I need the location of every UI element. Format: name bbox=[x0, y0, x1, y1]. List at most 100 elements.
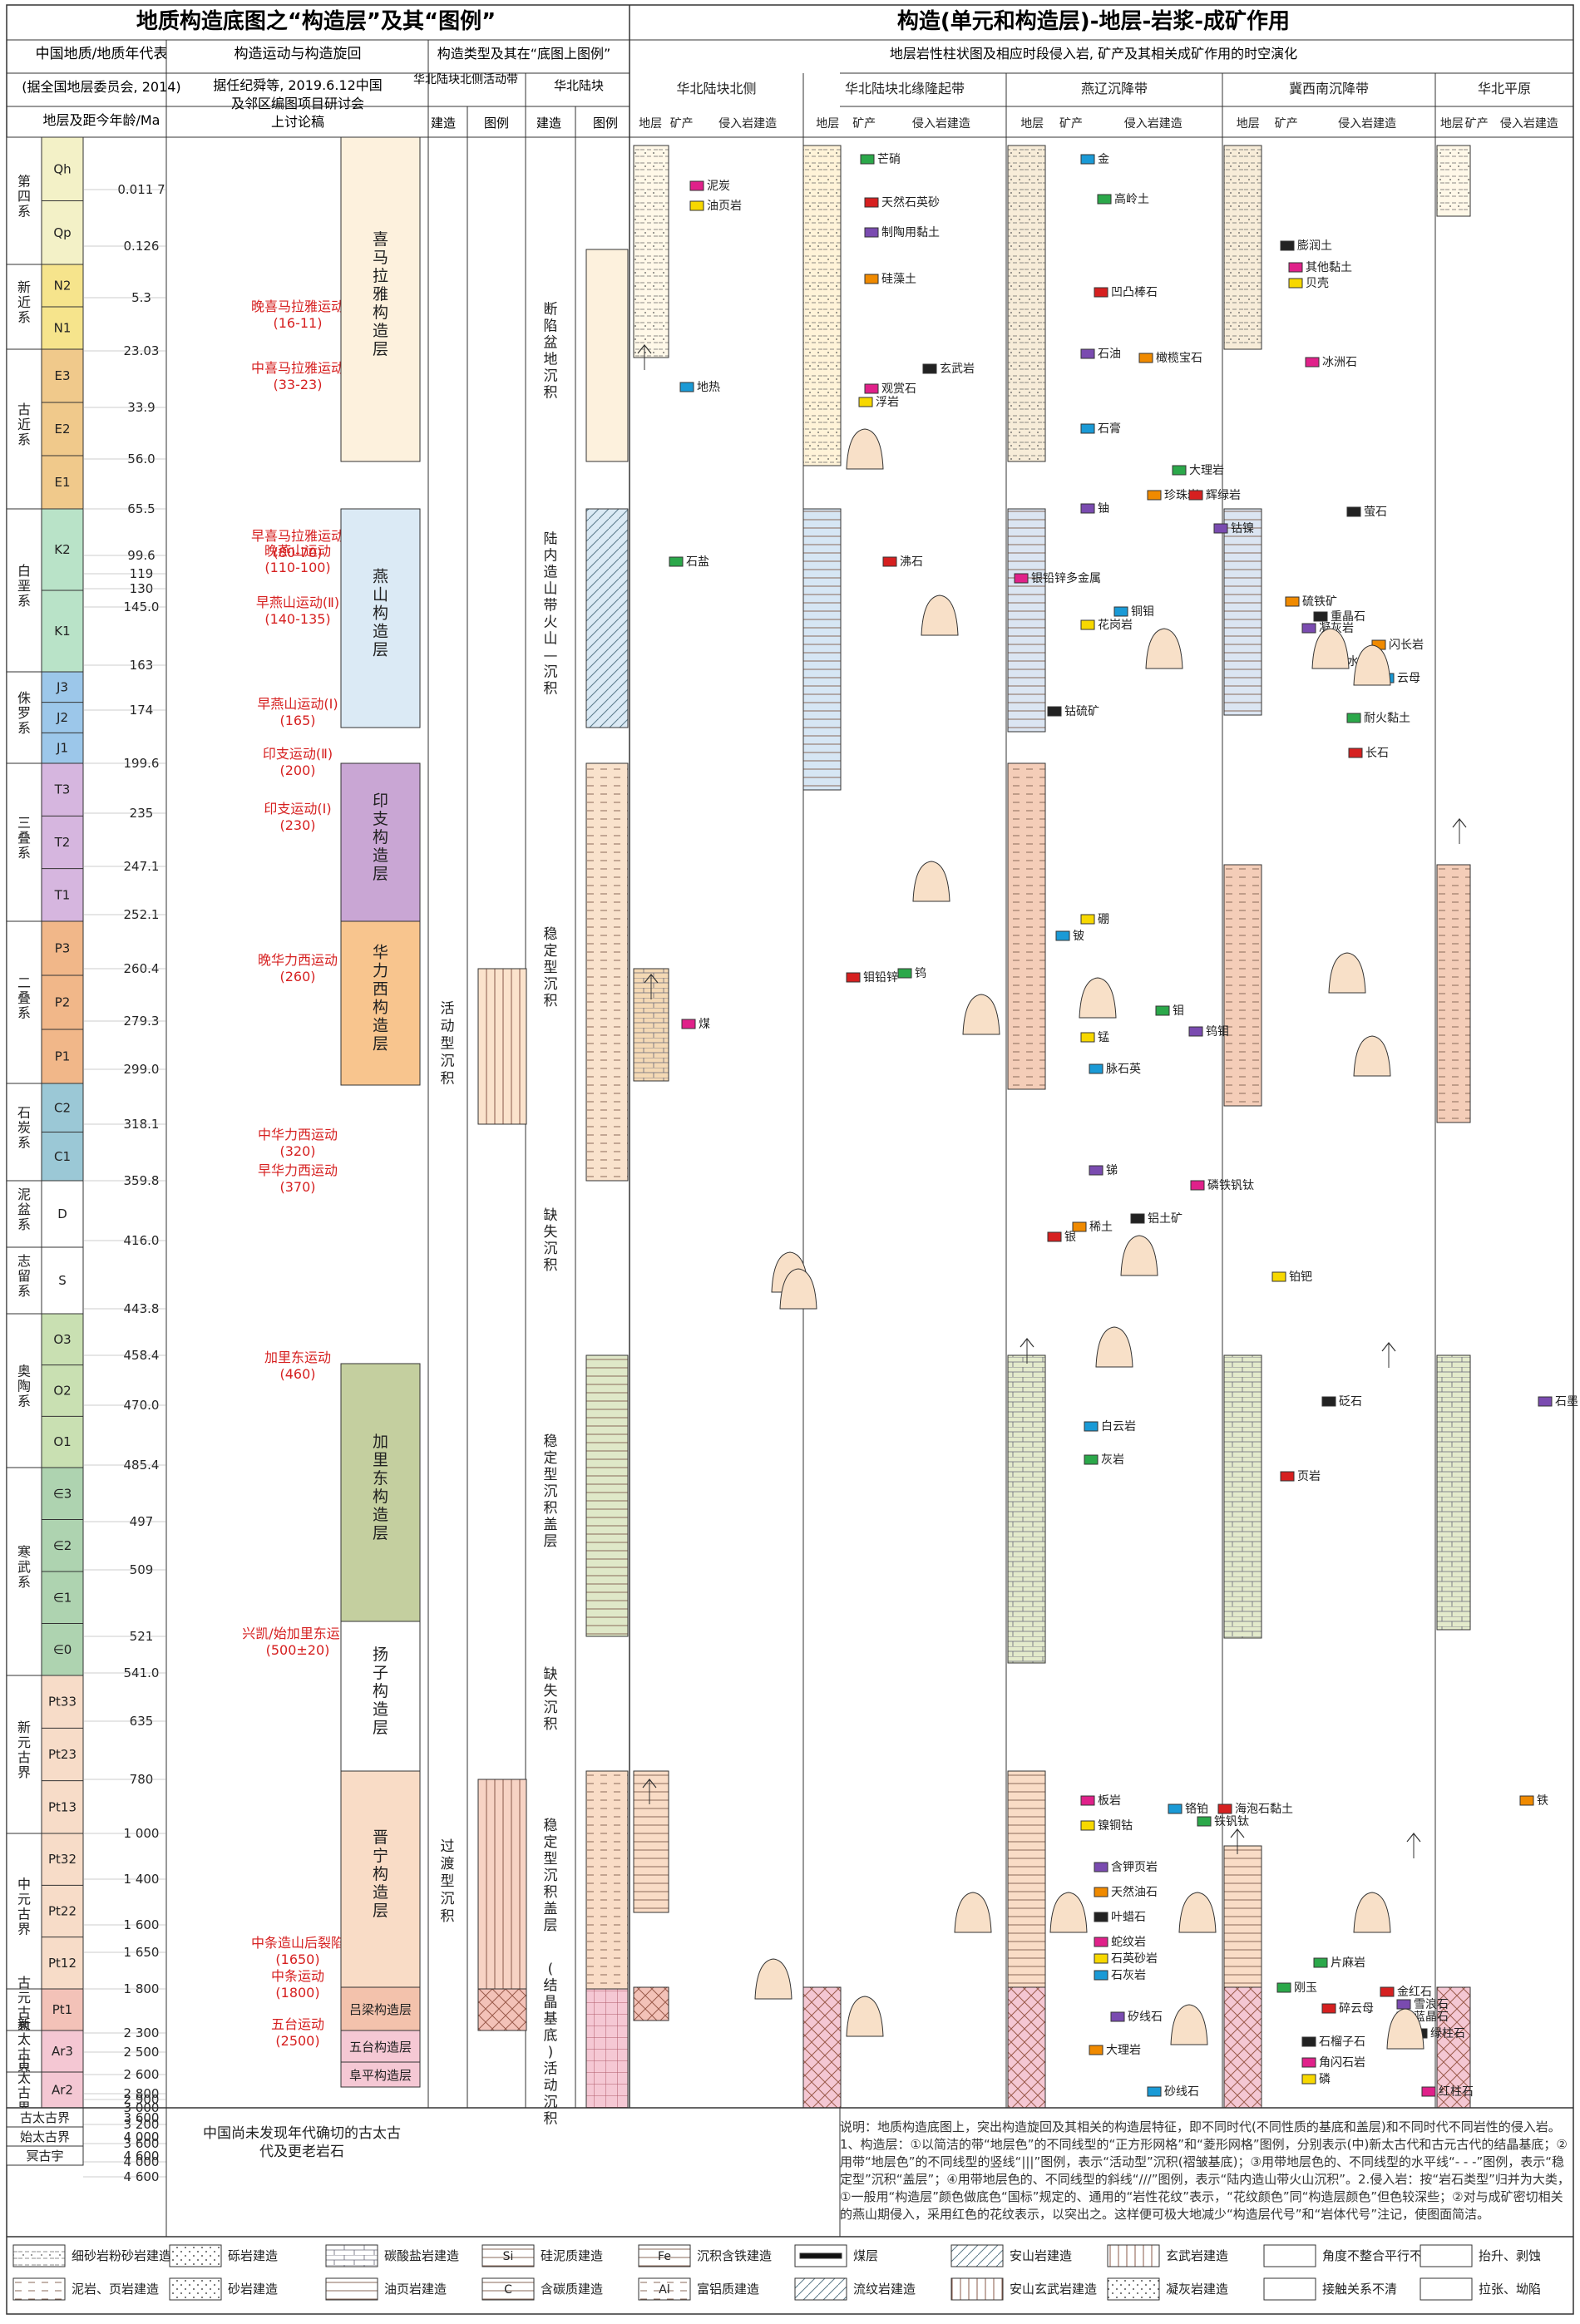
legend-label: 泥岩、页岩建造 bbox=[72, 2282, 159, 2297]
mineral-label: 页岩 bbox=[1297, 1470, 1321, 1483]
mineral-label: 钨钼 bbox=[1206, 1025, 1229, 1039]
series-band-13 bbox=[41, 1833, 84, 1990]
mineral-sq-icon bbox=[1188, 490, 1203, 501]
mineral-bar-icon bbox=[1094, 1970, 1108, 1981]
strata-column-pattern bbox=[802, 145, 842, 466]
system-cell bbox=[6, 762, 42, 922]
mineral-label: 大理岩 bbox=[1106, 2044, 1141, 2057]
unit-column-label: 地层 bbox=[816, 117, 839, 131]
system-name: 白垩系 bbox=[17, 563, 31, 609]
mineral-bar-icon bbox=[864, 227, 879, 238]
system-cell bbox=[6, 1180, 42, 1248]
mineral-bar-icon bbox=[1421, 2086, 1436, 2097]
movement-name: 兴凯/始加里东运动 bbox=[242, 1626, 353, 1641]
bottom-era-age: 3 600 bbox=[124, 2110, 160, 2125]
right-title: 构造(单元和构造层)-地层-岩浆-成矿作用 bbox=[897, 8, 1290, 34]
series-code: P1 bbox=[55, 1049, 71, 1064]
legend-swatch-pattern bbox=[950, 2244, 1004, 2267]
mineral-label: 天然油石 bbox=[1111, 1885, 1158, 1899]
mineral-bar-icon bbox=[1072, 1221, 1087, 1232]
header-movement-source1: 据任纪舜等, 2019.6.12中国 bbox=[213, 77, 383, 93]
strata-column-pattern bbox=[633, 1770, 669, 1913]
mineral-label: 绿柱石 bbox=[1430, 2027, 1465, 2040]
system-cell bbox=[6, 2071, 42, 2109]
mineral-sq-icon bbox=[1271, 1271, 1286, 1282]
mineral-label: 海泡石黏土 bbox=[1235, 1803, 1293, 1816]
movement-name: 印支运动(Ⅰ) bbox=[264, 801, 331, 817]
series-code: Pt22 bbox=[48, 1904, 77, 1919]
mineral-label: 泥炭 bbox=[707, 180, 730, 193]
tectonic-layer-band-0 bbox=[340, 136, 421, 462]
mineral-bar-icon bbox=[1094, 287, 1108, 298]
mineral-label: 膨润土 bbox=[1297, 239, 1332, 253]
mineral-bar-icon bbox=[1097, 194, 1112, 205]
mineral-sq-icon bbox=[1138, 353, 1153, 363]
mineral-label: 白云岩 bbox=[1101, 1420, 1136, 1433]
mineral-bar-icon bbox=[864, 274, 879, 284]
strata-column-pattern bbox=[1007, 1770, 1046, 1988]
mineral-bar-icon bbox=[1197, 1816, 1212, 1827]
mineral-label: 蓝晶石 bbox=[1414, 2011, 1449, 2024]
legend-swatch-pattern bbox=[12, 2277, 66, 2301]
bottom-era-age: 4 000 bbox=[124, 2129, 160, 2144]
legend-swatch-pattern bbox=[1107, 2277, 1160, 2301]
mineral-bar-icon bbox=[860, 154, 875, 165]
mineral-label: 镍铜钴 bbox=[1098, 1819, 1133, 1833]
system-name: 三叠系 bbox=[17, 815, 31, 861]
tectonic-layer-band-9 bbox=[340, 2061, 421, 2088]
mineral-label: 石灰岩 bbox=[1111, 1969, 1146, 1982]
unit-column-label: 矿产 bbox=[670, 117, 694, 131]
legend-swatch-pattern bbox=[794, 2277, 847, 2301]
unit-name: 冀西南沉降带 bbox=[1289, 81, 1369, 96]
mineral-label: 片麻岩 bbox=[1331, 1956, 1365, 1970]
mineral-label: 锑 bbox=[1106, 1164, 1118, 1177]
header-geo-source: (据全国地层委员会, 2014) bbox=[22, 79, 180, 95]
legend-swatch-bg bbox=[1420, 2277, 1473, 2301]
mineral-bar-icon bbox=[1172, 465, 1187, 476]
movement-age: (80-70) bbox=[274, 545, 323, 560]
mineral-label: 铍 bbox=[1073, 930, 1084, 943]
system-cell bbox=[6, 508, 42, 673]
bottom-era-name: 冥古宇 bbox=[26, 2149, 63, 2164]
series-code: E3 bbox=[54, 368, 70, 383]
system-name: 侏罗系 bbox=[17, 690, 31, 736]
system-name: 奥陶系 bbox=[17, 1364, 31, 1409]
pluton-mound bbox=[1386, 2008, 1424, 2050]
header-movements: 构造运动与构造旋回 bbox=[235, 46, 362, 62]
mineral-label: 大理岩 bbox=[1189, 464, 1224, 477]
mineral-label: 石盐 bbox=[686, 555, 709, 569]
unit-column-label: 地层 bbox=[1440, 117, 1464, 131]
legend-label: 沉积含铁建造 bbox=[697, 2248, 772, 2263]
mineral-label: 煤 bbox=[699, 1018, 710, 1031]
movement-age: (1650) bbox=[275, 1951, 319, 1967]
legend-symbol: Si bbox=[503, 2250, 514, 2263]
mineral-bar-icon bbox=[1094, 1953, 1108, 1964]
system-cell bbox=[6, 671, 42, 764]
header-craton-legend: 图例 bbox=[593, 116, 618, 131]
mineral-bar-icon bbox=[1080, 1032, 1095, 1043]
unit-name: 燕辽沉降带 bbox=[1081, 81, 1148, 96]
mineral-label: 金红石 bbox=[1397, 1986, 1432, 1999]
mineral-bar-icon bbox=[1094, 1862, 1108, 1873]
mineral-bar-icon bbox=[1217, 1803, 1232, 1814]
header-geo-timescale: 中国地质/地质年代表 bbox=[36, 46, 168, 62]
mineral-bar-icon bbox=[864, 197, 879, 208]
legend-label: 拉张、坳陷 bbox=[1479, 2282, 1541, 2297]
mineral-label: 石榴子石 bbox=[1319, 2035, 1365, 2049]
mineral-bar-icon bbox=[1276, 1982, 1291, 1993]
tectonic-layer-name: 扬子构造层 bbox=[373, 1646, 388, 1737]
mineral-label: 沸石 bbox=[900, 555, 923, 569]
movement-age: (460) bbox=[279, 1366, 315, 1382]
mineral-label: 铬铂 bbox=[1185, 1803, 1208, 1816]
craton-legend-pattern bbox=[585, 1354, 629, 1637]
mineral-bar-icon bbox=[1321, 1396, 1336, 1407]
mineral-label: 耐火黏土 bbox=[1364, 712, 1410, 725]
mineral-sq-icon bbox=[1080, 1795, 1095, 1806]
header-tectonic-types: 构造类型及其在“底图上图例” bbox=[437, 46, 611, 62]
mineral-label: 长石 bbox=[1365, 747, 1389, 760]
mineral-label: 钨 bbox=[915, 967, 926, 980]
mineral-bar-icon bbox=[1080, 914, 1095, 925]
series-code: P2 bbox=[55, 995, 71, 1010]
movement-name: 中华力西运动 bbox=[258, 1127, 338, 1142]
explanation-text: 说明：地质构造底图上，突出构造旋回及其相关的构造层特征，即不同时代(不同性质的基… bbox=[840, 2119, 1570, 2222]
